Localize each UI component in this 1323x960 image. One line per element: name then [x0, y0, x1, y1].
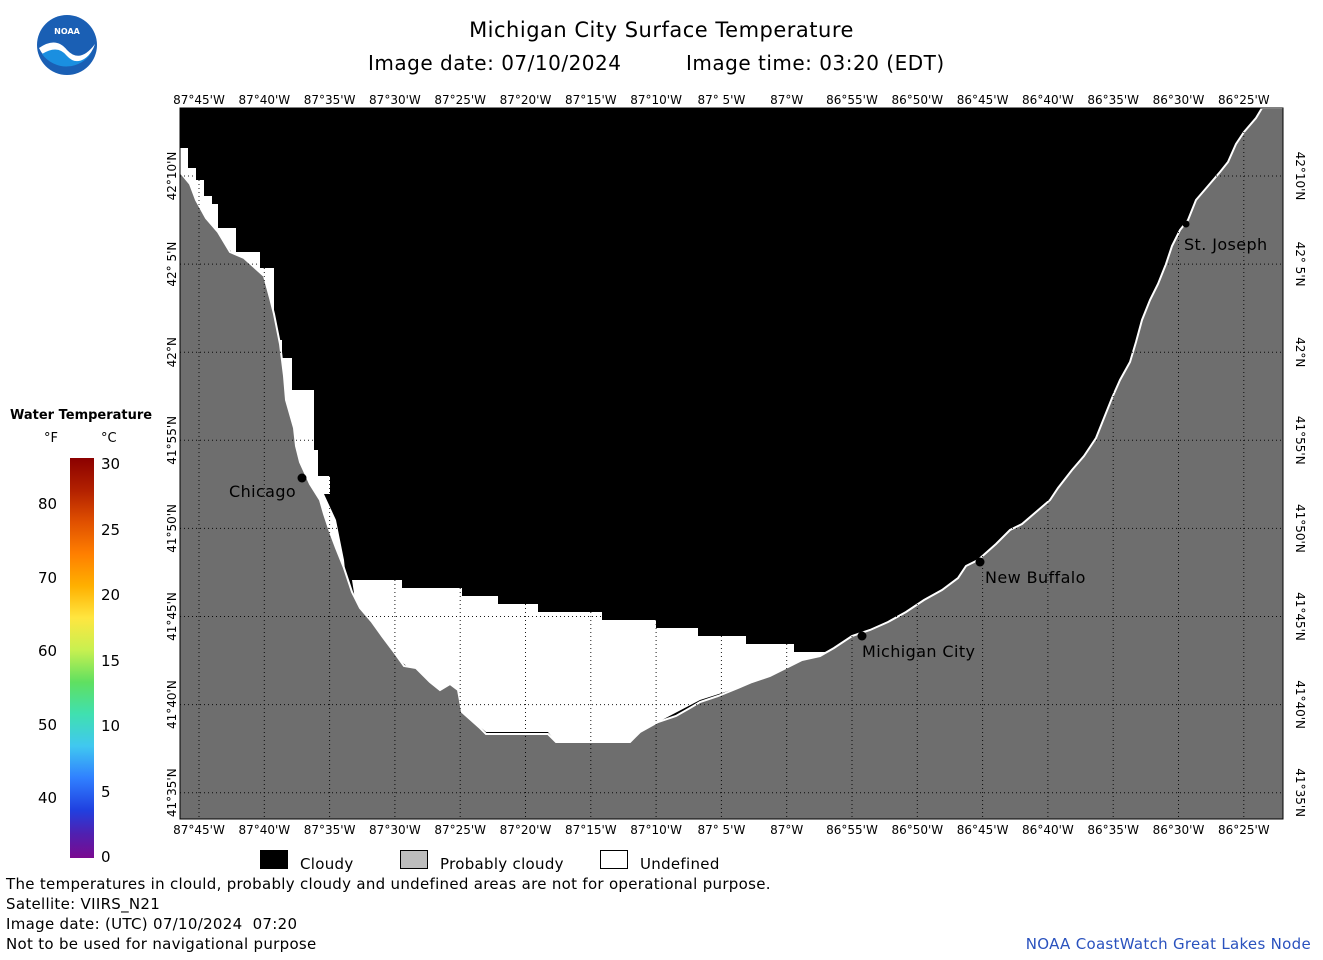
lat-label-right: 41°35'N [1293, 768, 1307, 817]
lat-label-right: 41°55'N [1293, 416, 1307, 465]
lon-label: 87°35'W [304, 823, 356, 837]
legend-undefined-swatch [600, 850, 628, 869]
image-time: Image time: 03:20 (EDT) [686, 51, 945, 75]
colorbar [70, 458, 94, 858]
lat-label-right: 41°45'N [1293, 592, 1307, 641]
lon-label: 86°55'W [826, 93, 878, 107]
lat-label-right: 41°50'N [1293, 504, 1307, 553]
michigan-city-label: Michigan City [862, 642, 976, 661]
lat-label-left: 42° 5'N [165, 242, 179, 287]
image-date: Image date: 07/10/2024 [368, 51, 622, 75]
fahrenheit-tick: 80 [38, 495, 58, 513]
lon-label: 86°35'W [1087, 823, 1139, 837]
colorbar-title: Water Temperature [10, 408, 153, 423]
lon-label: 87°W [770, 93, 803, 107]
noaa-logo-text: NOAA [54, 27, 80, 36]
michigan-city-marker [857, 631, 867, 641]
lon-label: 87°45'W [173, 93, 225, 107]
lon-label: 87°30'W [369, 823, 421, 837]
lat-label-right: 41°40'N [1293, 680, 1307, 729]
utc-date-text: Image date: (UTC) 07/10/2024 07:20 [6, 915, 298, 933]
lon-label: 87°20'W [500, 93, 552, 107]
disclaimer-text: The temperatures in clould, probably clo… [6, 875, 771, 893]
lat-label-left: 41°50'N [165, 504, 179, 553]
lon-label: 87°25'W [434, 93, 486, 107]
lon-label: 86°45'W [957, 93, 1009, 107]
lon-label: 86°40'W [1022, 823, 1074, 837]
lat-label-left: 42°N [165, 337, 179, 367]
lon-label: 87°10'W [630, 93, 682, 107]
lat-labels-left: 42°10'N 42° 5'N 42°N 41°55'N 41°50'N 41°45'N 4… [165, 152, 179, 818]
satellite-text: Satellite: VIIRS_N21 [6, 895, 161, 913]
undefined-area-south [352, 580, 826, 742]
unit-fahrenheit: °F [44, 431, 58, 446]
lon-label: 86°55'W [826, 823, 878, 837]
lon-label: 86°25'W [1218, 93, 1270, 107]
lon-label: 87°30'W [369, 93, 421, 107]
lon-label: 87°25'W [434, 823, 486, 837]
lon-label: 86°35'W [1087, 93, 1139, 107]
lat-label-right: 42°N [1293, 337, 1307, 367]
st-joseph-marker [1182, 220, 1190, 228]
lat-label-left: 42°10'N [165, 152, 179, 201]
legend-undefined-label: Undefined [640, 855, 720, 873]
page-title: Michigan City Surface Temperature [469, 18, 854, 42]
credit-text: NOAA CoastWatch Great Lakes Node [1025, 935, 1311, 953]
legend-probably-cloudy-swatch [400, 850, 428, 869]
lon-labels-bottom: 87°45'W 87°40'W 87°35'W 87°30'W 87°25'W 87°20… [173, 823, 1270, 837]
new-buffalo-marker [975, 557, 985, 567]
lon-label: 86°50'W [891, 823, 943, 837]
celsius-tick: 15 [101, 651, 121, 670]
fahrenheit-tick: 60 [38, 642, 58, 660]
lon-label: 87°10'W [630, 823, 682, 837]
legend-cloudy-swatch [260, 850, 288, 869]
celsius-tick: 0 [101, 848, 111, 866]
fahrenheit-tick: 50 [38, 715, 58, 734]
probably-cloudy-land-west [180, 108, 1283, 819]
lon-label: 87° 5'W [697, 93, 745, 107]
fahrenheit-tick: 40 [38, 789, 58, 807]
lon-label: 87°40'W [238, 93, 290, 107]
lon-label: 86°25'W [1218, 823, 1270, 837]
lon-labels-top: 87°45'W 87°40'W 87°35'W 87°30'W 87°25'W 87°20… [173, 93, 1270, 107]
lat-label-left: 41°40'N [165, 680, 179, 729]
celsius-tick: 10 [101, 717, 121, 735]
fahrenheit-tick: 70 [38, 568, 58, 587]
new-buffalo-label: New Buffalo [985, 568, 1086, 587]
lon-label: 86°30'W [1153, 823, 1205, 837]
lon-label: 86°30'W [1153, 93, 1205, 107]
lat-label-right: 42°10'N [1293, 152, 1307, 201]
graticule [180, 108, 1283, 819]
lon-label: 87°35'W [304, 93, 356, 107]
lon-label: 87° 5'W [697, 823, 745, 837]
lat-label-right: 42° 5'N [1293, 242, 1307, 287]
celsius-tick: 30 [101, 455, 121, 473]
lon-label: 87°W [770, 823, 803, 837]
legend-probably-cloudy-label: Probably cloudy [440, 855, 564, 873]
celsius-tick: 5 [101, 782, 111, 801]
lon-label: 87°15'W [565, 93, 617, 107]
map-frame [179, 107, 1284, 820]
chicago-label: Chicago [229, 482, 297, 501]
celsius-tick: 25 [101, 520, 121, 539]
noaa-logo: NOAA [37, 15, 97, 75]
lon-label: 86°45'W [957, 823, 1009, 837]
lon-label: 87°45'W [173, 823, 225, 837]
chicago-marker [297, 473, 307, 483]
lat-label-left: 41°35'N [165, 768, 179, 817]
lon-label: 86°40'W [1022, 93, 1074, 107]
unit-celsius: °C [101, 431, 117, 446]
lat-labels-right: 42°10'N 42° 5'N 42°N 41°55'N 41°50'N 41°45'N 4… [1293, 152, 1307, 818]
legend-cloudy-label: Cloudy [300, 855, 354, 873]
lon-label: 87°20'W [500, 823, 552, 837]
lat-label-left: 41°55'N [165, 416, 179, 465]
st-joseph-label: St. Joseph [1184, 235, 1268, 254]
navigation-warning: Not to be used for navigational purpose [6, 935, 317, 953]
lat-label-left: 41°45'N [165, 592, 179, 641]
lon-label: 87°40'W [238, 823, 290, 837]
lon-label: 87°15'W [565, 823, 617, 837]
celsius-tick: 20 [101, 586, 121, 604]
lon-label: 86°50'W [891, 93, 943, 107]
